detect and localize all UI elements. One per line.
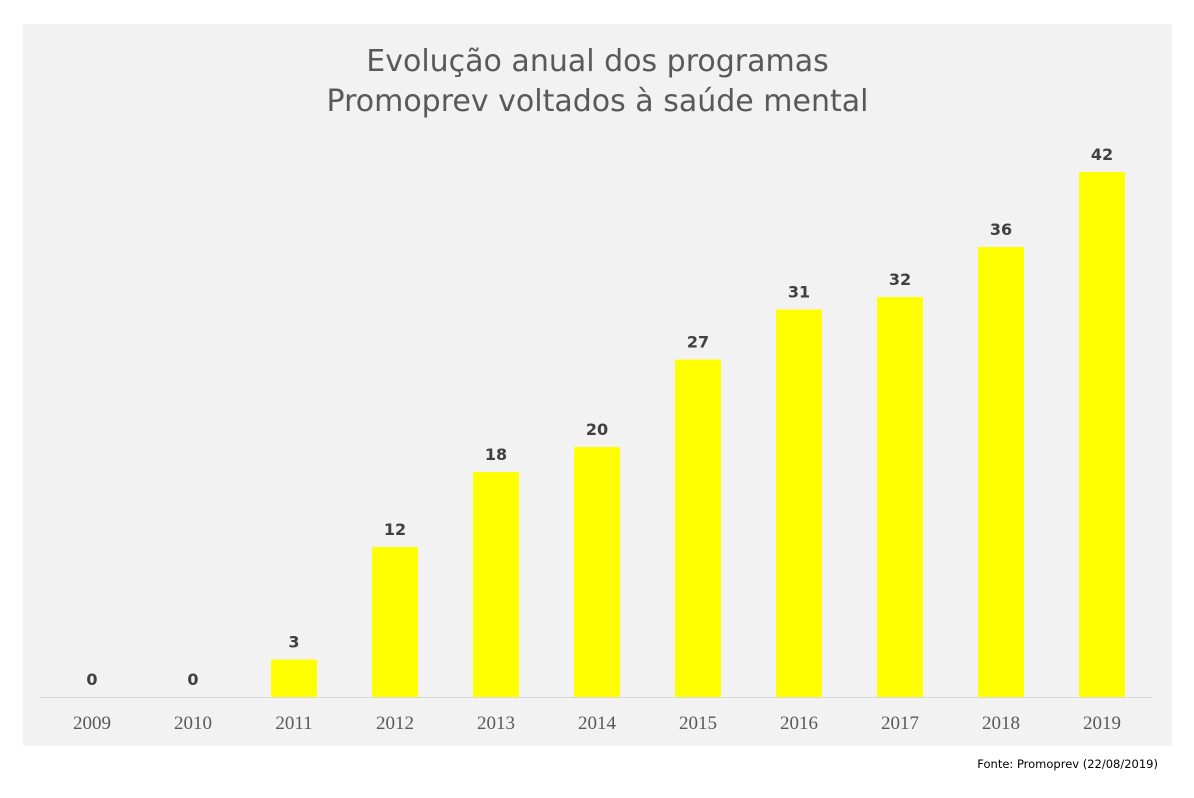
data-label-2018: 36 xyxy=(990,220,1012,239)
x-tick-label-2013: 2013 xyxy=(477,713,515,734)
data-label-2014: 20 xyxy=(586,420,608,439)
bar-2012 xyxy=(372,547,418,697)
data-label-2010: 0 xyxy=(187,670,198,689)
bar-2015 xyxy=(675,359,721,697)
data-label-2013: 18 xyxy=(485,445,507,464)
data-label-2016: 31 xyxy=(788,283,810,302)
data-label-2012: 12 xyxy=(384,520,406,539)
x-tick-label-2010: 2010 xyxy=(174,713,212,734)
x-tick-label-2016: 2016 xyxy=(780,713,818,734)
data-label-2017: 32 xyxy=(889,270,911,289)
chart-title-line-2: Promoprev voltados à saúde mental xyxy=(326,84,869,119)
chart-title-line-1: Evolução anual dos programas xyxy=(366,44,829,79)
data-label-2011: 3 xyxy=(288,633,299,652)
bar-2011 xyxy=(271,659,317,697)
x-tick-label-2017: 2017 xyxy=(881,713,919,734)
bar-2013 xyxy=(473,472,519,697)
data-label-2015: 27 xyxy=(687,333,709,352)
x-tick-label-2011: 2011 xyxy=(275,713,312,734)
source-note: Fonte: Promoprev (22/08/2019) xyxy=(977,757,1158,771)
x-tick-label-2009: 2009 xyxy=(73,713,111,734)
bar-2014 xyxy=(574,447,620,697)
x-tick-label-2019: 2019 xyxy=(1083,713,1121,734)
x-tick-label-2014: 2014 xyxy=(578,713,617,734)
data-label-2009: 0 xyxy=(86,670,97,689)
x-tick-label-2018: 2018 xyxy=(982,713,1020,734)
x-tick-label-2015: 2015 xyxy=(679,713,717,734)
chart-title: Evolução anual dos programas Promoprev v… xyxy=(23,42,1172,122)
bar-2019 xyxy=(1079,172,1125,697)
bar-2016 xyxy=(776,309,822,697)
bar-2017 xyxy=(877,297,923,697)
data-label-2019: 42 xyxy=(1091,145,1113,164)
x-tick-label-2012: 2012 xyxy=(376,713,414,734)
bar-2018 xyxy=(978,247,1024,697)
